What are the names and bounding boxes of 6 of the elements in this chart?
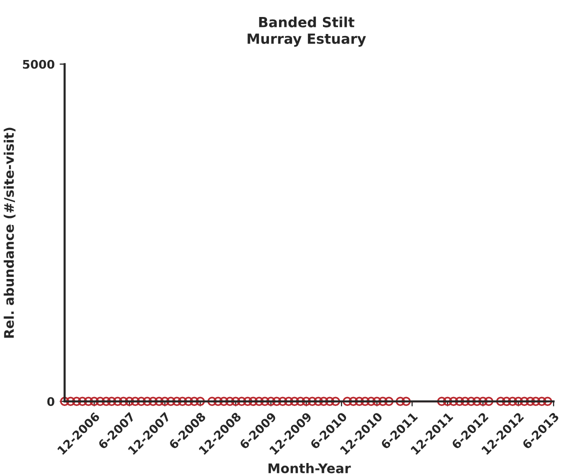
y-axis-title: Rel. abundance (#/site-visit) <box>4 128 16 338</box>
chart-subtitle: Murray Estuary <box>248 34 366 47</box>
chart-title: Banded Stilt <box>259 16 354 28</box>
x-axis-title: Month-Year <box>268 463 351 474</box>
y-tick-label: 0 <box>47 397 54 406</box>
y-tick-label: 5000 <box>22 60 54 69</box>
